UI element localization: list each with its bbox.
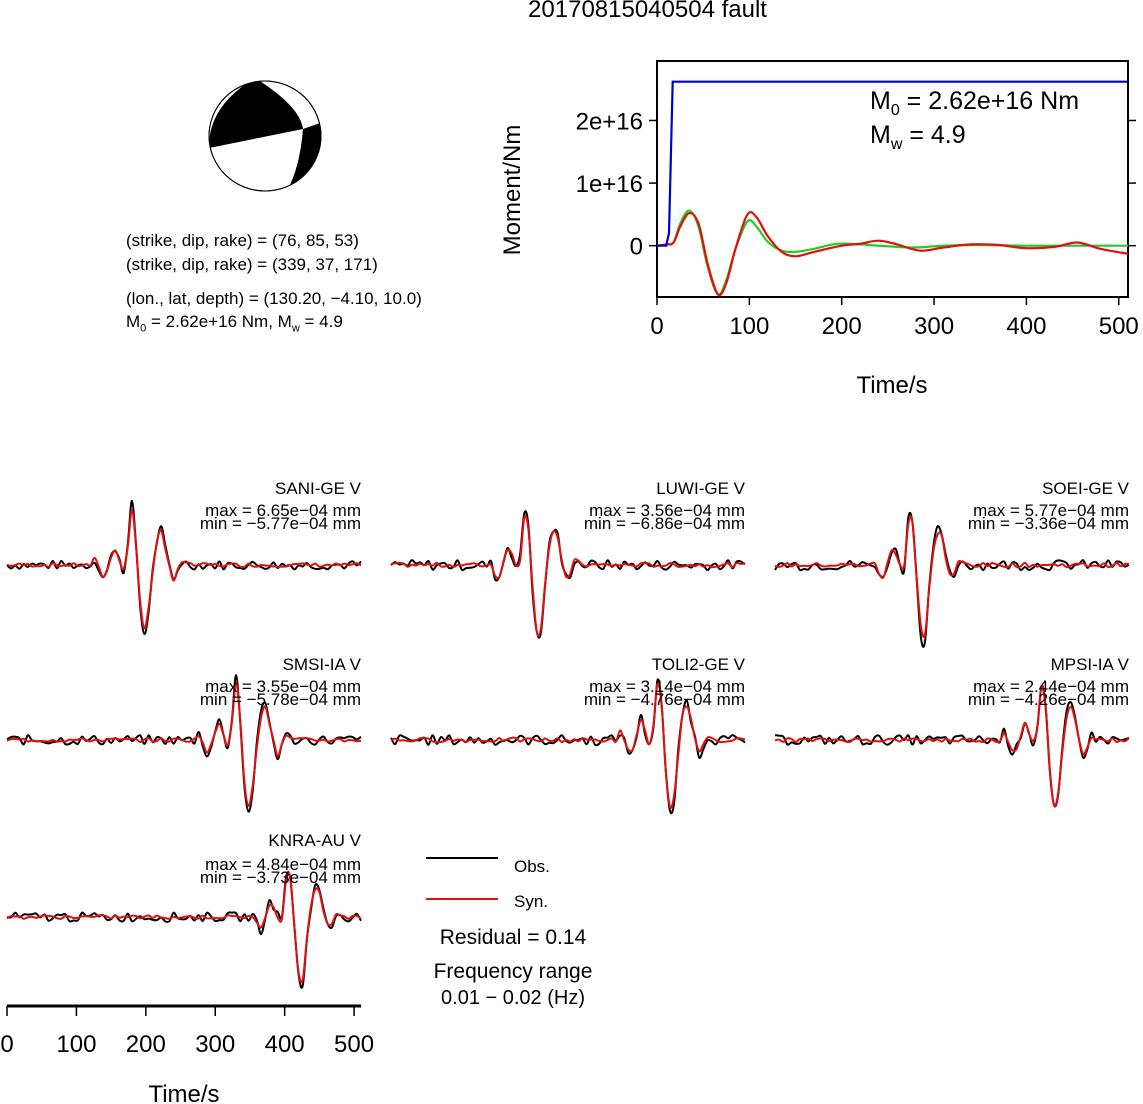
- fault-plane-1: (strike, dip, rake) = (76, 85, 53): [126, 231, 359, 250]
- station-max-mpsi: max = 2.44e−04 mm: [973, 677, 1129, 696]
- station-max-toli2: max = 3.14e−04 mm: [589, 677, 745, 696]
- station-min-smsi: min = −5.78e−04 mm: [199, 690, 361, 709]
- moment-mw-annotation: Mw = 4.9: [870, 121, 966, 153]
- moment-xtick-label: 500: [1099, 313, 1139, 340]
- obs-waveform: [390, 678, 746, 815]
- station-label-knra: KNRA-AU V: [268, 831, 361, 850]
- station-min-mpsi: min = −4.26e−04 mm: [967, 690, 1129, 709]
- station-label-soei: SOEI-GE V: [1042, 479, 1129, 498]
- waveform-panels: 0 100 200 300 400 500 Time/s: [0, 499, 1130, 1104]
- station-max-luwi: max = 3.56e−04 mm: [589, 501, 745, 520]
- station-min-luwi: min = −6.86e−04 mm: [583, 514, 745, 533]
- syn-waveform: [6, 682, 362, 807]
- legend-obs-line: [426, 857, 498, 859]
- syn-waveform: [390, 681, 746, 809]
- station-min-soei: min = −3.36e−04 mm: [967, 514, 1129, 533]
- moment-xtick-label: 300: [914, 313, 954, 340]
- station-max-knra: max = 4.84e−04 mm: [205, 855, 361, 874]
- moment-series-line: [656, 209, 1128, 296]
- residual-text: Residual = 0.14: [439, 926, 587, 949]
- wave-xtick-label: 200: [126, 1031, 166, 1058]
- syn-waveform: [774, 684, 1130, 808]
- station-label-sani: SANI-GE V: [275, 479, 361, 498]
- station-max-sani: max = 6.65e−04 mm: [205, 501, 361, 520]
- moment-xtick-label: 0: [650, 313, 663, 340]
- station-label-smsi: SMSI-IA V: [282, 655, 361, 674]
- moment-xtick-label: 400: [1006, 313, 1046, 340]
- frequency-range-label: Frequency range: [433, 960, 593, 983]
- station-min-knra: min = −3.73e−04 mm: [199, 868, 361, 887]
- wave-xtick-label: 0: [0, 1031, 13, 1058]
- moment-ylabel: Moment/Nm: [499, 125, 526, 256]
- syn-waveform: [6, 509, 362, 630]
- beachball-diagram: [208, 80, 322, 192]
- moment-chart: 0 100 200 300 400 500 0 1e+16 2e+16 Moment/Nm Ti…: [499, 60, 1139, 399]
- legend-obs-label: Obs.: [514, 857, 550, 876]
- moment-xtick-label: 200: [822, 313, 862, 340]
- wave-xlabel: Time/s: [148, 1081, 219, 1104]
- moment-plot-frame: [656, 60, 1129, 298]
- moment-series-line: [657, 80, 1128, 247]
- station-max-soei: max = 5.77e−04 mm: [973, 501, 1129, 520]
- wave-xtick-label: 100: [56, 1031, 96, 1058]
- fault-location: (lon., lat, depth) = (130.20, −4.10, 10.…: [126, 289, 422, 308]
- legend-syn-line: [426, 898, 498, 900]
- fault-moment: M0 = 2.62e+16 Nm, Mw = 4.9: [126, 312, 343, 335]
- moment-ytick-label: 1e+16: [576, 171, 643, 198]
- fault-plane-2: (strike, dip, rake) = (339, 37, 171): [126, 255, 378, 274]
- station-label-mpsi: MPSI-IA V: [1050, 655, 1129, 674]
- wave-xtick-label: 400: [265, 1031, 305, 1058]
- page-title: 20170815040504 fault: [528, 0, 767, 23]
- moment-xlabel: Time/s: [856, 372, 927, 399]
- moment-m0-annotation: M0 = 2.62e+16 Nm: [870, 87, 1079, 119]
- wave-xtick-label: 300: [195, 1031, 235, 1058]
- syn-waveform: [390, 514, 746, 637]
- station-min-toli2: min = −4.76e−04 mm: [583, 690, 745, 709]
- moment-xtick-label: 100: [729, 313, 769, 340]
- obs-waveform: [6, 871, 362, 989]
- legend-syn-label: Syn.: [514, 892, 549, 911]
- frequency-range-value: 0.01 − 0.02 (Hz): [441, 987, 585, 1009]
- station-label-luwi: LUWI-GE V: [656, 479, 745, 498]
- wave-xtick-label: 500: [334, 1031, 374, 1058]
- station-min-sani: min = −5.77e−04 mm: [199, 514, 361, 533]
- moment-ytick-label: 2e+16: [576, 108, 643, 135]
- moment-series-line: [656, 211, 1129, 297]
- syn-waveform: [6, 871, 362, 984]
- station-label-toli2: TOLI2-GE V: [651, 655, 745, 674]
- syn-waveform: [774, 515, 1130, 638]
- station-max-smsi: max = 3.55e−04 mm: [205, 677, 361, 696]
- moment-ytick-label: 0: [630, 234, 643, 261]
